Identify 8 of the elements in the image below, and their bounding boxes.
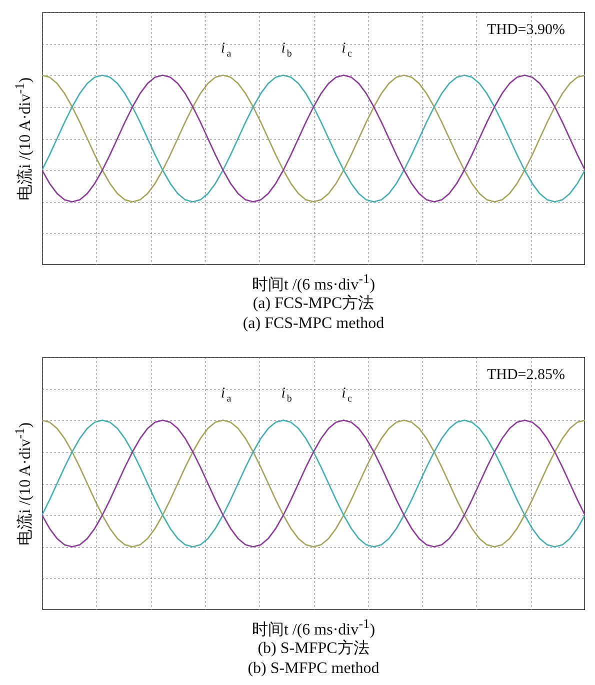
- text: (b) S-MFPC方法: [258, 638, 370, 659]
- text: THD=2.85%: [486, 367, 565, 384]
- text: (a) FCS-MPC方法: [252, 294, 374, 314]
- text: THD=3.90%: [486, 22, 565, 39]
- x-axis-title: 时间t /(6 ms·div$^{-1}$): [252, 271, 376, 294]
- text: (b) S-MFPC method: [248, 660, 380, 678]
- x-axis-title: 时间t /(6 ms·div$^{-1}$): [252, 616, 376, 640]
- text: (a) FCS-MPC method: [242, 315, 384, 333]
